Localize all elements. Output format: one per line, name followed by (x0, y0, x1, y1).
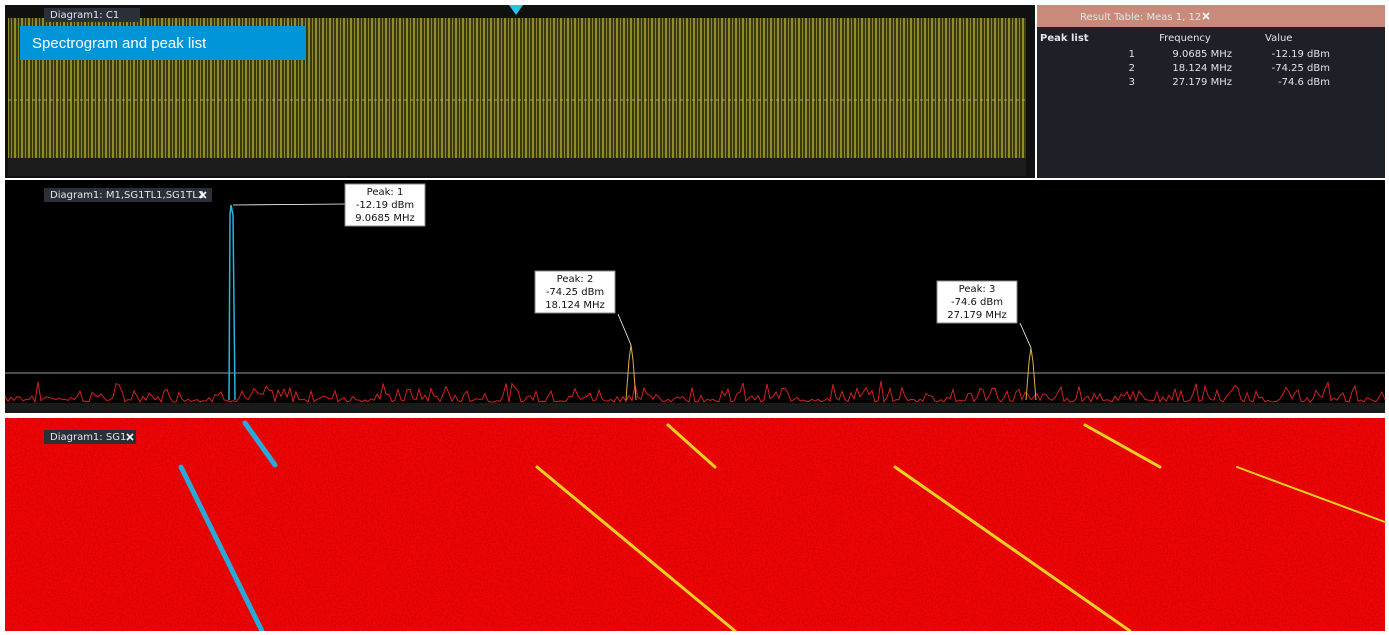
cell-value: -74.6 dBm (1278, 77, 1330, 88)
peak-value: -74.25 dBm (546, 287, 604, 298)
x-axis-strip (5, 403, 1385, 413)
peak-label: Peak: 2 (557, 274, 594, 285)
peak-trace (228, 204, 236, 401)
tab-title: Diagram1: SG1 (50, 432, 126, 443)
peak-leader (1019, 322, 1032, 349)
banner (20, 26, 306, 60)
tab (44, 430, 136, 444)
row-index: 2 (1129, 63, 1135, 74)
row-index: 1 (1129, 49, 1135, 60)
noise-floor (4, 380, 1386, 404)
column-header: Value (1265, 33, 1292, 44)
peak-label: Peak: 1 (367, 187, 404, 198)
peak-box (534, 270, 616, 314)
result-table (1037, 5, 1385, 178)
peak-frequency: 18.124 MHz (545, 300, 605, 311)
tab-title: Diagram1: M1,SG1TL1,SG1TL2 (50, 190, 204, 201)
tab-title: Result Table: Meas 1, 12 (1080, 12, 1201, 23)
peak-leader (232, 203, 346, 206)
banner-text: Spectrogram and peak list (32, 35, 207, 52)
peak-value: -12.19 dBm (356, 200, 414, 211)
tab (44, 8, 140, 22)
peak-box (344, 183, 426, 227)
column-header: Frequency (1159, 33, 1211, 44)
spectrogram-noise (5, 418, 1385, 631)
x-axis-strip (8, 158, 1026, 176)
spectrogram-traces (178, 420, 1386, 634)
tab-title: Diagram1: C1 (50, 10, 119, 21)
peak-leader (617, 313, 632, 346)
cell-value: -12.19 dBm (1272, 49, 1330, 60)
table-label: Peak list (1040, 33, 1089, 44)
row-index: 3 (1129, 77, 1135, 88)
spectrum-panel (5, 180, 1385, 413)
cell-frequency: 18.124 MHz (1172, 63, 1232, 74)
trigger-marker (509, 5, 523, 15)
peak-frequency: 9.0685 MHz (355, 213, 415, 224)
peak-value: -74.6 dBm (951, 297, 1003, 308)
table-tab-bar (1037, 5, 1385, 27)
cell-frequency: 9.0685 MHz (1172, 49, 1232, 60)
cell-frequency: 27.179 MHz (1172, 77, 1232, 88)
tab (44, 188, 212, 202)
close-icon[interactable] (1202, 12, 1210, 20)
peak-label: Peak: 3 (959, 284, 996, 295)
close-icon[interactable] (199, 191, 207, 199)
cell-value: -74.25 dBm (1272, 63, 1330, 74)
peak-box (936, 280, 1018, 324)
close-icon[interactable] (126, 433, 134, 441)
peak-frequency: 27.179 MHz (947, 310, 1007, 321)
